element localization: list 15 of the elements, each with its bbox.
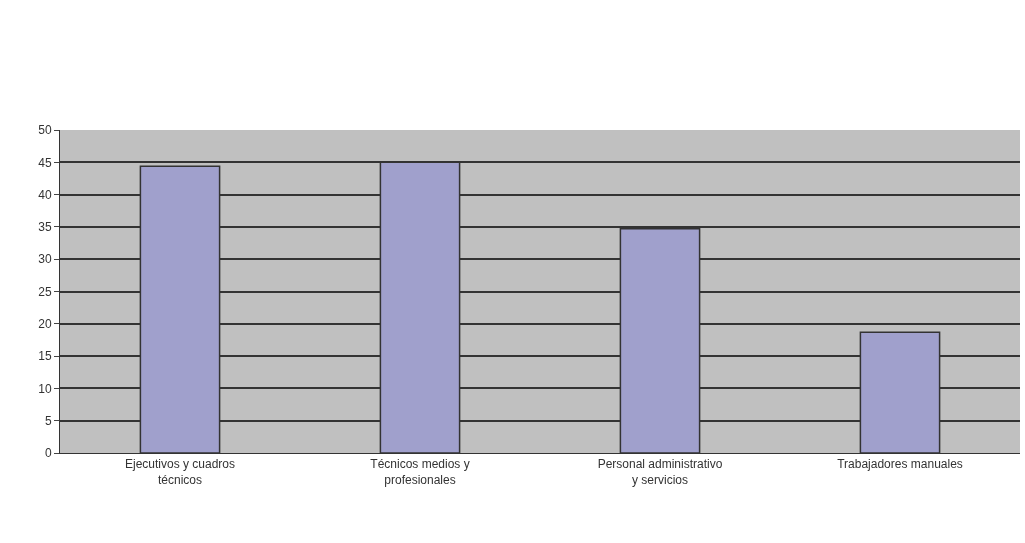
y-tick-label: 5 <box>44 413 52 428</box>
y-tick-label: 35 <box>38 220 52 235</box>
y-tick-label: 10 <box>38 381 52 396</box>
x-tick-label: Técnicos medios y profesionales <box>370 457 470 487</box>
y-tick-label: 40 <box>38 187 52 202</box>
x-tick-label: Ejecutivos y cuadros técnicos <box>124 457 236 487</box>
x-tick-label: Personal administrativo y servicios <box>597 457 723 487</box>
y-tick-label: 30 <box>38 252 52 267</box>
y-tick-label: 15 <box>38 349 52 364</box>
y-tick-label: 20 <box>38 317 52 331</box>
y-tick-label: 50 <box>38 123 52 138</box>
y-tick-label: 45 <box>38 155 52 170</box>
y-tick-label: 0 <box>44 446 52 461</box>
x-tick-label: Trabajadores manuales <box>837 457 963 472</box>
y-tick-label: 25 <box>38 284 52 299</box>
